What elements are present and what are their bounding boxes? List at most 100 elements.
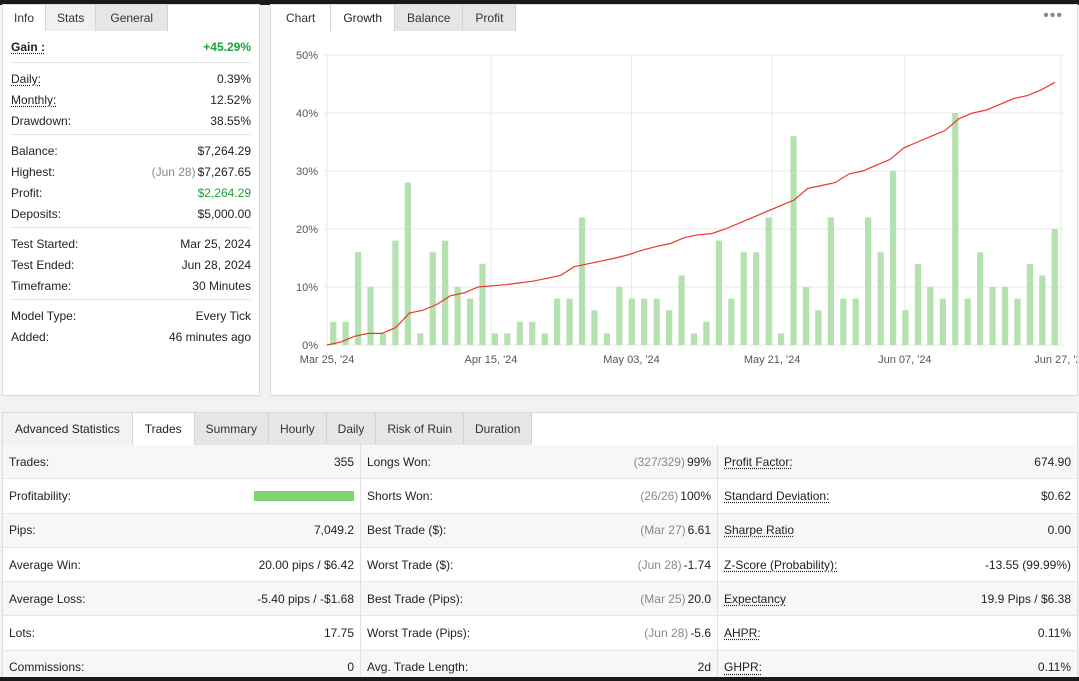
- highest-date: (Jun 28): [151, 164, 196, 179]
- window-bottom-bar: [0, 677, 1079, 681]
- stat-label: Shorts Won:: [367, 488, 433, 503]
- tab-trades[interactable]: Trades: [132, 413, 195, 445]
- drawdown-row: Drawdown: 38.55%: [11, 110, 251, 131]
- growth-bar: [666, 310, 673, 345]
- growth-bar: [902, 310, 909, 345]
- stat-value: 99%: [686, 454, 711, 469]
- growth-bar: [628, 298, 635, 345]
- tab-risk-of-ruin[interactable]: Risk of Ruin: [376, 413, 465, 445]
- growth-bar: [703, 321, 710, 345]
- tab-growth[interactable]: Growth: [331, 5, 396, 31]
- growth-bar: [641, 298, 648, 345]
- growth-bar: [392, 240, 399, 345]
- stat-label: Best Trade (Pips):: [367, 591, 464, 606]
- growth-bar: [877, 252, 884, 345]
- divider: [11, 299, 251, 300]
- stat-label[interactable]: Sharpe Ratio: [724, 523, 795, 538]
- more-menu-icon[interactable]: •••: [1043, 7, 1063, 24]
- growth-bar: [479, 263, 486, 345]
- tab-profit[interactable]: Profit: [463, 5, 517, 31]
- stat-row-average-win: Average Win: 20.00 pips / $6.42: [3, 547, 360, 583]
- test-ended-value: Jun 28, 2024: [181, 257, 251, 272]
- highest-value: $7,267.65: [197, 164, 251, 179]
- stat-label[interactable]: Expectancy: [724, 591, 787, 606]
- growth-bar: [354, 252, 362, 345]
- tab-duration[interactable]: Duration: [464, 413, 533, 445]
- info-panel: Info Stats General Gain : +45.29% Daily:…: [2, 4, 260, 396]
- tab-general[interactable]: General: [96, 5, 169, 31]
- growth-bar: [927, 287, 934, 345]
- stat-label: Worst Trade (Pips):: [367, 626, 471, 641]
- growth-bar: [417, 333, 424, 345]
- stat-value: 100%: [680, 488, 711, 503]
- info-tabs: Info Stats General: [3, 5, 259, 31]
- test-started-row: Test Started: Mar 25, 2024: [11, 233, 251, 254]
- growth-bar: [889, 171, 897, 345]
- model-type-row: Model Type: Every Tick: [11, 305, 251, 326]
- added-value: 46 minutes ago: [168, 329, 251, 344]
- stat-label: Best Trade ($):: [367, 523, 447, 538]
- growth-bar: [790, 136, 797, 345]
- growth-bar: [404, 182, 411, 345]
- tab-hourly[interactable]: Hourly: [268, 413, 327, 445]
- growth-bar: [342, 321, 349, 345]
- stat-value: -5.40 pips / -$1.68: [257, 591, 354, 606]
- stat-label[interactable]: AHPR:: [724, 626, 761, 641]
- stat-label[interactable]: Standard Deviation:: [724, 488, 830, 503]
- daily-label[interactable]: Daily:: [11, 71, 42, 86]
- stat-row-ahpr: AHPR: 0.11%: [718, 616, 1077, 651]
- growth-bar: [429, 252, 436, 345]
- daily-value: 0.39%: [216, 71, 251, 86]
- stat-label: Pips:: [9, 523, 36, 538]
- balance-label: Balance:: [11, 143, 58, 158]
- stat-label: Average Loss:: [9, 591, 86, 606]
- growth-bar: [578, 217, 586, 345]
- deposits-row: Deposits: $5,000.00: [11, 203, 251, 224]
- stat-row-sharpe-ratio: Sharpe Ratio 0.00: [718, 513, 1077, 548]
- growth-bar: [865, 217, 872, 345]
- drawdown-label: Drawdown:: [11, 113, 72, 128]
- gain-value: +45.29%: [203, 40, 251, 54]
- tab-summary[interactable]: Summary: [194, 413, 269, 445]
- growth-chart: 0% 10% 20% 30% 40% 50% Mar 25, '24 Apr 15, '24 M…: [296, 50, 1077, 366]
- profit-row: Profit: $2,264.29: [11, 182, 251, 203]
- chart-tabs: Chart Growth Balance Profit: [271, 5, 1077, 31]
- profit-value: $2,264.29: [197, 185, 251, 200]
- stat-label[interactable]: Profit Factor:: [724, 454, 793, 469]
- growth-bar: [815, 310, 822, 345]
- tab-balance[interactable]: Balance: [395, 5, 464, 31]
- gain-label[interactable]: Gain :: [11, 40, 46, 54]
- tab-info[interactable]: Info: [3, 5, 47, 31]
- y-tick-label: 40%: [296, 108, 318, 120]
- drawdown-value: 38.55%: [210, 113, 251, 128]
- monthly-label[interactable]: Monthly:: [11, 92, 57, 107]
- x-tick-label: Jun 07, '24: [878, 354, 931, 366]
- advanced-statistics-panel: Advanced Statistics Trades Summary Hourl…: [2, 412, 1078, 678]
- growth-bar: [989, 287, 996, 345]
- growth-bar: [566, 298, 573, 345]
- growth-bar: [529, 321, 536, 345]
- stat-value: 20.0: [687, 591, 711, 606]
- growth-bar: [616, 287, 623, 345]
- growth-bar: [827, 217, 834, 345]
- tab-chart[interactable]: Chart: [271, 5, 332, 31]
- growth-bar: [914, 263, 922, 345]
- growth-bar: [977, 252, 984, 345]
- test-ended-row: Test Ended: Jun 28, 2024: [11, 254, 251, 275]
- growth-bar: [802, 287, 810, 345]
- stat-row-best-trade-dollar: Best Trade ($): (Mar 27) 6.61: [361, 513, 717, 548]
- stat-label[interactable]: Z-Score (Probability):: [724, 557, 838, 572]
- stat-label[interactable]: GHPR:: [724, 660, 763, 675]
- test-ended-label: Test Ended:: [11, 257, 75, 272]
- stat-row-longs-won: Longs Won: (327/329) 99%: [361, 445, 717, 480]
- test-started-value: Mar 25, 2024: [180, 236, 251, 251]
- divider: [11, 62, 251, 63]
- tab-stats[interactable]: Stats: [46, 5, 97, 31]
- growth-bar: [1026, 263, 1034, 345]
- stat-row-lots: Lots: 17.75: [3, 616, 360, 651]
- stat-note: (Mar 25): [640, 591, 686, 606]
- tab-daily[interactable]: Daily: [326, 413, 377, 445]
- stat-value: 355: [333, 454, 354, 469]
- divider: [11, 227, 251, 228]
- stat-value-wrap: (26/26) 100%: [640, 489, 711, 503]
